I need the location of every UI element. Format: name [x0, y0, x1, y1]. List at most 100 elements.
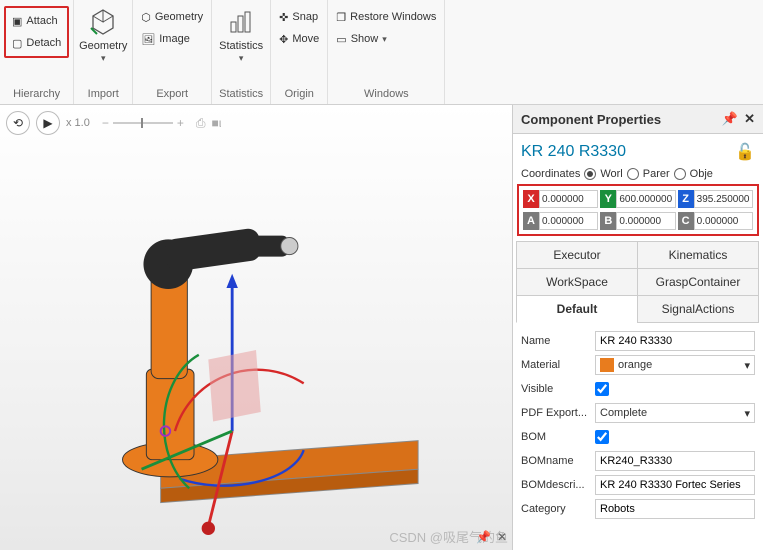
coord-z-input[interactable]: 395.250000	[694, 190, 753, 208]
detach-icon: ▢	[12, 37, 22, 50]
snap-icon: ✜	[279, 11, 288, 24]
playback-toolbar: ⟲ ▶ x 1.0 − + ⎙ ■ι	[6, 111, 221, 135]
prop-bomdesc-label: BOMdescri...	[521, 479, 589, 491]
camera-icon[interactable]: ■ι	[212, 116, 222, 130]
windows-group-label: Windows	[332, 86, 440, 102]
bottom-panel-icons: 📌 ✕	[476, 530, 507, 544]
prop-bom-label: BOM	[521, 431, 589, 443]
prop-category-label: Category	[521, 503, 589, 515]
restore-windows-label: Restore Windows	[350, 11, 436, 23]
ribbon-group-hierarchy: ▣ Attach ▢ Detach Hierarchy	[0, 0, 74, 104]
move-button[interactable]: ✥ Move	[275, 28, 323, 50]
radio-world-label: Worl	[600, 168, 622, 180]
chevron-down-icon[interactable]: ▾	[744, 407, 750, 420]
property-rows: Name Material orange ▾ Visible PDF Export.…	[513, 323, 763, 527]
main-area: ⟲ ▶ x 1.0 − + ⎙ ■ι	[0, 105, 763, 550]
tab-default[interactable]: Default	[516, 295, 638, 323]
coord-x-input[interactable]: 0.000000	[539, 190, 598, 208]
tab-kinematics[interactable]: Kinematics	[637, 241, 759, 269]
coord-y-input[interactable]: 600.000000	[616, 190, 675, 208]
restore-windows-button[interactable]: ❐ Restore Windows	[332, 6, 440, 28]
speed-slider[interactable]: − +	[102, 116, 184, 130]
panel-title: Component Properties	[521, 112, 661, 127]
attach-label: Attach	[26, 15, 57, 27]
radio-world[interactable]	[584, 168, 596, 180]
coordinates-label: Coordinates	[521, 168, 580, 180]
restore-windows-icon: ❐	[336, 11, 346, 24]
minus-icon: −	[102, 116, 109, 130]
export-image-button[interactable]: 🖼 Image	[137, 28, 207, 50]
radio-parent[interactable]	[627, 168, 639, 180]
pin-icon[interactable]: 📌	[722, 111, 738, 127]
tab-grasp-container[interactable]: GraspContainer	[637, 268, 759, 296]
component-name-row: KR 240 R3330 🔓	[513, 134, 763, 166]
prop-material-value[interactable]: orange	[618, 359, 740, 371]
component-properties-panel: Component Properties 📌 ✕ KR 240 R3330 🔓 …	[513, 105, 763, 550]
ribbon-group-statistics: Statistics Statistics	[212, 0, 271, 104]
prop-pdf-value[interactable]: Complete	[600, 407, 740, 419]
statistics-group-label: Statistics	[216, 86, 266, 102]
pin-icon[interactable]: 📌	[476, 530, 491, 544]
prop-name-input[interactable]	[595, 331, 755, 351]
radio-object-label: Obje	[690, 168, 713, 180]
prop-bomname-input[interactable]	[595, 451, 755, 471]
coord-c-input[interactable]: 0.000000	[694, 212, 753, 230]
viewport-3d[interactable]: ⟲ ▶ x 1.0 − + ⎙ ■ι	[0, 105, 513, 550]
export-image-label: Image	[159, 33, 190, 45]
show-windows-button[interactable]: ▭ Show	[332, 28, 440, 50]
radio-parent-label: Parer	[643, 168, 670, 180]
playback-speed-label: x 1.0	[66, 117, 90, 129]
prop-material-label: Material	[521, 359, 589, 371]
tab-workspace[interactable]: WorkSpace	[516, 268, 638, 296]
statistics-button[interactable]: Statistics	[216, 6, 266, 64]
prop-visible-checkbox[interactable]	[595, 382, 609, 396]
component-name-text: KR 240 R3330	[521, 143, 626, 161]
prop-bomdesc-input[interactable]	[595, 475, 755, 495]
coord-a-label: A	[523, 212, 539, 230]
play-button[interactable]: ▶	[36, 111, 60, 135]
coord-z-label: Z	[678, 190, 694, 208]
snap-label: Snap	[292, 11, 318, 23]
coord-a-input[interactable]: 0.000000	[539, 212, 598, 230]
radio-object[interactable]	[674, 168, 686, 180]
reset-button[interactable]: ⟲	[6, 111, 30, 135]
chevron-down-icon[interactable]: ▾	[744, 359, 750, 372]
property-tabs: Executor Kinematics WorkSpace GraspConta…	[517, 242, 759, 323]
slider-track[interactable]	[113, 122, 173, 124]
prop-name-label: Name	[521, 335, 589, 347]
close-icon[interactable]: ✕	[744, 111, 755, 127]
ribbon-group-windows: ❐ Restore Windows ▭ Show Windows	[328, 0, 445, 104]
import-geometry-button[interactable]: Geometry	[78, 6, 128, 64]
pdf-icon[interactable]: ⎙	[196, 116, 206, 131]
detach-button[interactable]: ▢ Detach	[8, 32, 65, 54]
play-icon: ▶	[43, 116, 52, 130]
prop-category-input[interactable]	[595, 499, 755, 519]
import-geometry-icon	[78, 6, 128, 38]
attach-icon: ▣	[12, 15, 22, 28]
close-icon[interactable]: ✕	[497, 530, 507, 544]
robot-render	[0, 145, 512, 546]
prop-bomname-label: BOMname	[521, 455, 589, 467]
hierarchy-group-label: Hierarchy	[4, 86, 69, 102]
prop-pdf-label: PDF Export...	[521, 407, 589, 419]
lock-icon[interactable]: 🔓	[735, 142, 755, 162]
export-geometry-button[interactable]: ⬡ Geometry	[137, 6, 207, 28]
reset-icon: ⟲	[13, 116, 23, 130]
show-windows-icon: ▭	[336, 33, 346, 46]
coord-y-label: Y	[600, 190, 616, 208]
move-label: Move	[292, 33, 319, 45]
prop-bom-checkbox[interactable]	[595, 430, 609, 444]
tab-signal-actions[interactable]: SignalActions	[637, 295, 759, 323]
tab-executor[interactable]: Executor	[516, 241, 638, 269]
prop-visible-label: Visible	[521, 383, 589, 395]
ribbon-group-origin: ✜ Snap ✥ Move Origin	[271, 0, 328, 104]
panel-header: Component Properties 📌 ✕	[513, 105, 763, 134]
hierarchy-highlight-box: ▣ Attach ▢ Detach	[4, 6, 69, 58]
attach-button[interactable]: ▣ Attach	[8, 10, 65, 32]
material-swatch	[600, 358, 614, 372]
ribbon-toolbar: ▣ Attach ▢ Detach Hierarchy Geometry Imp…	[0, 0, 763, 105]
ribbon-group-export: ⬡ Geometry 🖼 Image Export	[133, 0, 212, 104]
coord-b-input[interactable]: 0.000000	[616, 212, 675, 230]
export-group-label: Export	[137, 86, 207, 102]
snap-button[interactable]: ✜ Snap	[275, 6, 323, 28]
